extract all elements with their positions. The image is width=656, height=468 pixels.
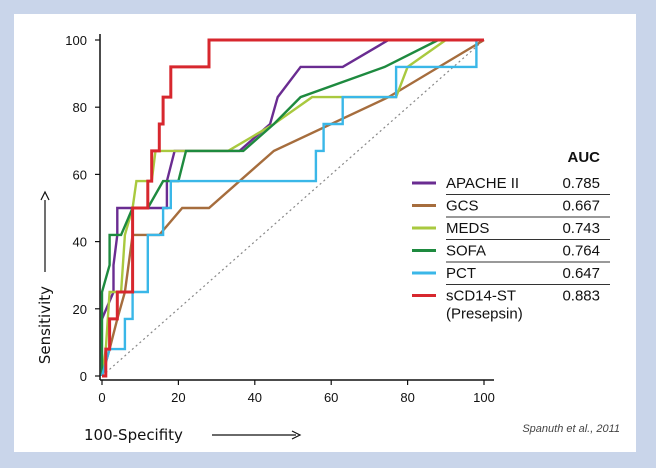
x-tick-labels: 0 20 40 60 80 100	[98, 380, 495, 405]
y-tick-label: 0	[80, 369, 87, 384]
y-axis-title: Sensitivity	[36, 286, 54, 364]
legend-auc-sofa: 0.764	[562, 243, 600, 260]
series-line-scd14-st	[102, 38, 484, 378]
legend-label-apache-ii: APACHE II	[446, 175, 519, 192]
x-tick-label: 60	[324, 390, 338, 405]
x-tick-label: 0	[98, 390, 105, 405]
series-line-apache-ii	[100, 38, 484, 320]
x-tick-label: 80	[400, 390, 414, 405]
legend: APACHE II 0.785 GCS 0.667 MEDS 0.743 SOFA 0.764…	[412, 175, 610, 323]
y-tick-label: 20	[73, 302, 87, 317]
legend-label-meds: MEDS	[446, 220, 489, 237]
legend-auc-pct: 0.647	[562, 265, 600, 282]
axes	[99, 34, 494, 381]
series-line-pct	[100, 38, 484, 377]
y-tick-labels: 0 20 40 60 80 100	[65, 33, 100, 384]
x-tick-label: 100	[473, 390, 495, 405]
series-line-sofa	[100, 38, 484, 376]
chart-panel: 0 20 40 60 80 100 0 20 40 60 80 100 Sensitivity 10…	[14, 14, 636, 452]
y-tick-label: 100	[65, 33, 87, 48]
roc-chart: 0 20 40 60 80 100 0 20 40 60 80 100 Sensitivity 10…	[36, 33, 620, 444]
x-axis-title: 100-Specifity	[84, 426, 183, 444]
y-axis-title-group: Sensitivity	[36, 190, 54, 364]
legend-auc-meds: 0.743	[562, 220, 600, 237]
y-tick-label: 40	[73, 235, 87, 250]
y-tick-label: 60	[73, 167, 87, 182]
legend-label-scd14-st: sCD14-ST	[446, 288, 516, 305]
roc-curves	[100, 38, 485, 378]
x-axis-title-group: 100-Specifity	[84, 426, 302, 444]
y-tick-label: 80	[73, 100, 87, 115]
legend-label-pct: PCT	[446, 265, 476, 282]
legend-auc-apache-ii: 0.785	[562, 175, 600, 192]
legend-auc-gcs: 0.667	[562, 198, 600, 215]
citation: Spanuth et al., 2011	[522, 423, 620, 435]
x-axis-arrow-head	[291, 430, 302, 440]
x-tick-label: 20	[171, 390, 185, 405]
legend-auc-scd14-st: 0.883	[562, 288, 600, 305]
x-tick-label: 40	[248, 390, 262, 405]
auc-header: AUC	[568, 149, 601, 166]
y-axis-arrow-head	[40, 190, 50, 201]
legend-label-sofa: SOFA	[446, 243, 486, 260]
legend-label-line2-scd14-st: (Presepsin)	[446, 306, 523, 323]
legend-label-gcs: GCS	[446, 198, 479, 215]
